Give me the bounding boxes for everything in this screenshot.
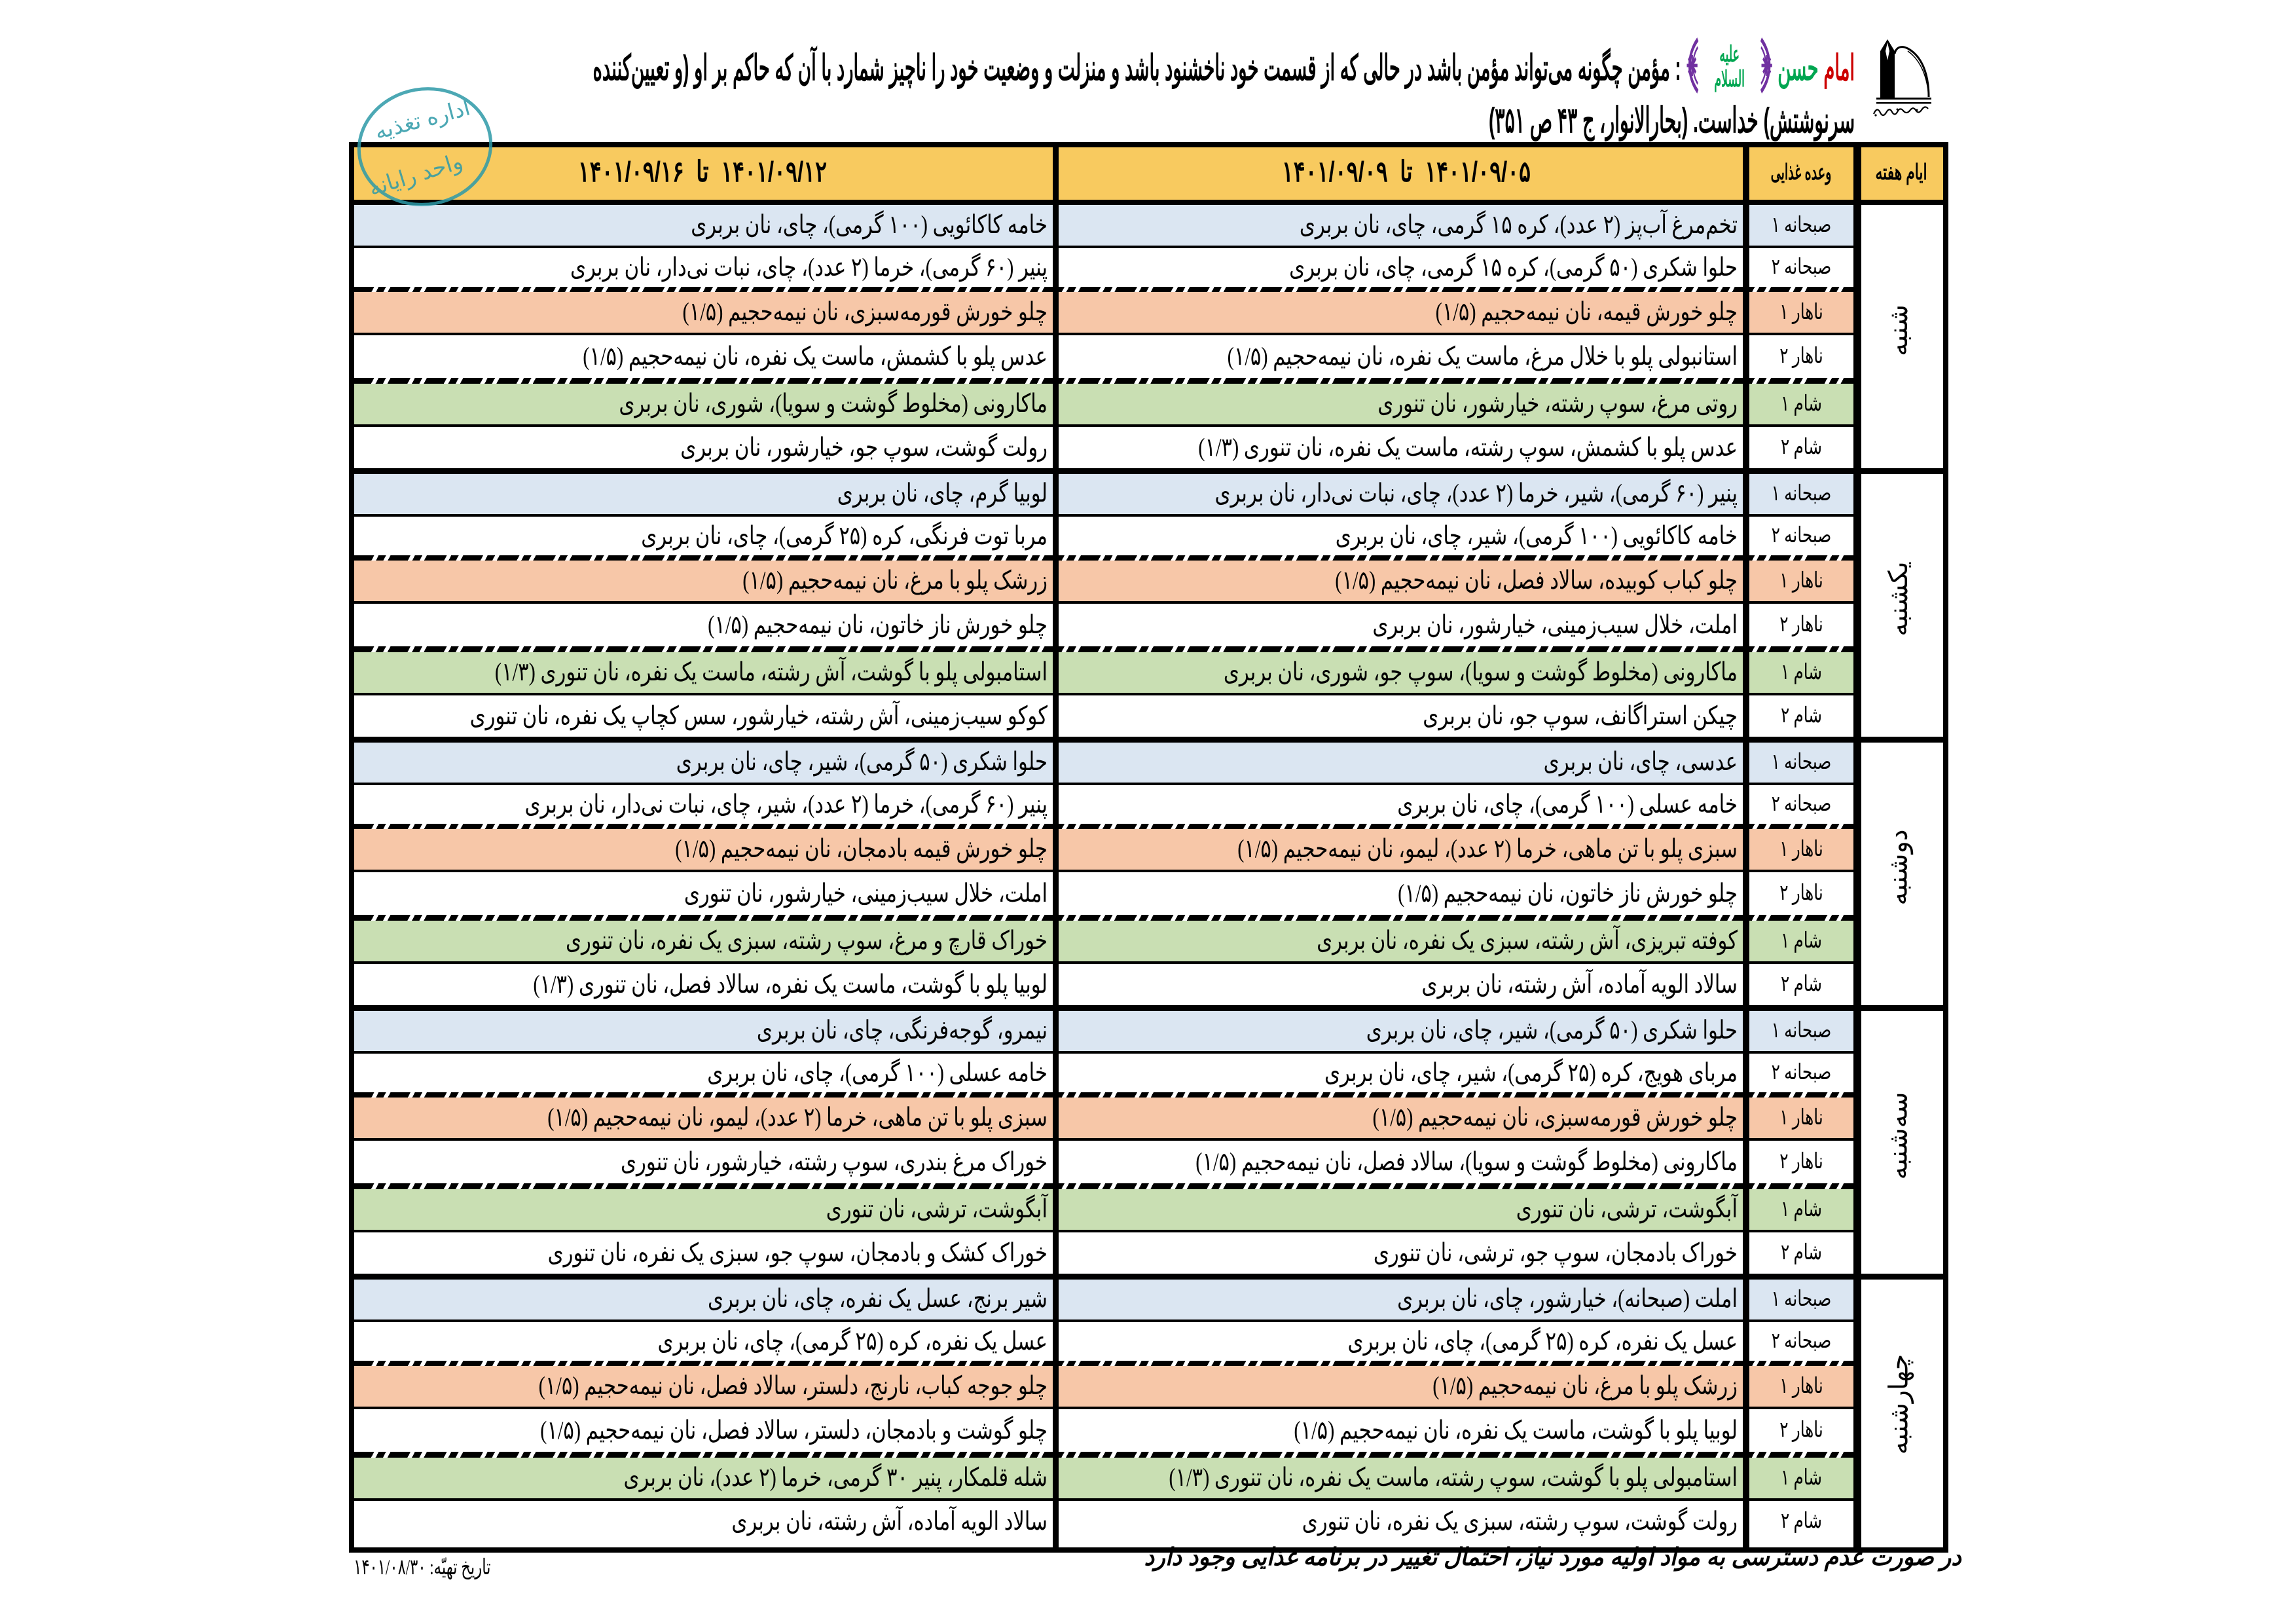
svg-text:علیه: علیه <box>1719 42 1740 67</box>
svg-text:واحد رایانه: واحد رایانه <box>366 149 466 201</box>
svg-text:السلام: السلام <box>1714 67 1745 92</box>
